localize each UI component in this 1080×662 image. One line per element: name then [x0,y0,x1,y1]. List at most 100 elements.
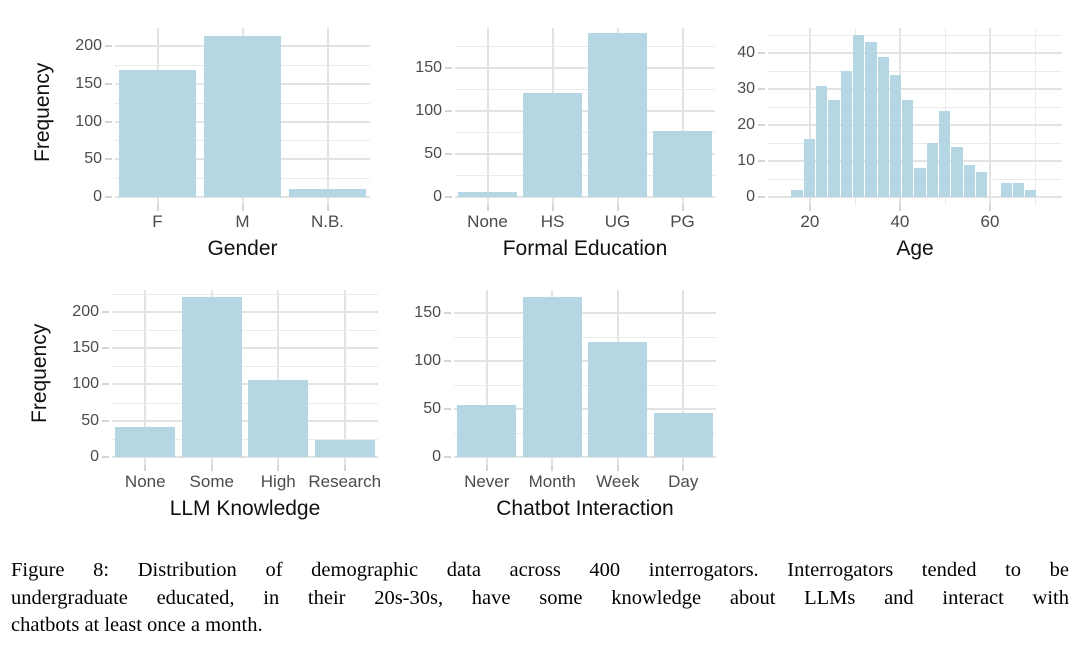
gridline-v-minor [1034,28,1036,205]
gridline-h-minor [768,107,1062,109]
gender-ytick-50: 50 [84,150,102,168]
age-bin-11 [926,143,939,197]
education-xtick-HS: HS [540,212,565,231]
age-ytick-10: 10 [737,152,755,170]
gridline-v [277,290,280,465]
gridline-h [454,312,716,315]
education-ytick-0: 0 [433,188,442,205]
gridline-h-minor [768,35,1062,37]
x-tick-mark [616,205,619,211]
gridline-v [343,290,346,465]
age-bin-0 [791,189,803,197]
age-xtick-60: 60 [980,212,1000,231]
x-tick-mark [616,465,619,471]
gridline-h-minor [768,143,1062,145]
chatbot-ytick-0: 0 [432,448,441,465]
llm-xtick-Some: Some [189,472,234,491]
y-tick-mark [102,456,109,458]
gridline-h [112,347,378,350]
llm-ytick-150: 150 [72,339,99,357]
chatbot-xtick-Never: Never [464,472,510,491]
gridline-v [681,28,684,205]
x-tick-mark [241,205,244,211]
y-tick-mark [444,312,451,315]
y-tick-mark [102,383,109,386]
gender-ytick-200: 200 [75,37,102,55]
chart-chatbot-interaction: 0 50 100 150 Never Month Week Day Chatbot Intera… [414,290,716,520]
llm-yaxis-title: Frequency [28,323,51,424]
y-tick-mark [445,152,452,155]
age-bin-3 [828,99,840,197]
gender-xtick-F: F [152,212,163,231]
chatbot-bar-Day [653,412,713,457]
chart-llm-knowledge: 0 50 100 150 200 None Some High Research LLM Know… [28,290,381,520]
gridline-h [768,196,1062,198]
y-tick-mark [105,82,112,85]
gridline-h [112,310,378,313]
llm-ytick-100: 100 [72,375,99,393]
age-bin-14 [963,164,975,197]
chatbot-xtick-Week: Week [596,472,640,491]
gender-ytick-0: 0 [93,188,102,205]
x-tick-mark [343,465,346,471]
y-tick-mark [105,120,112,123]
gridline-h [455,196,715,198]
age-bin-1 [803,139,816,197]
chatbot-xtick-Month: Month [528,472,576,491]
age-xaxis-title: Age [896,237,934,260]
gridline-h-minor [455,89,715,91]
age-bin-10 [914,168,926,197]
llm-ytick-200: 200 [72,302,99,320]
chart-age: 0 10 20 30 40 20 40 60 Age [737,28,1062,260]
age-bin-5 [852,35,865,197]
chatbot-bar-Week [588,341,648,457]
gender-bar-M [204,36,281,197]
gridline-h [112,419,378,422]
llm-bar-None [115,427,176,457]
chatbot-ytick-50: 50 [423,400,441,417]
education-bar-UG [588,33,647,197]
y-tick-mark [445,66,452,69]
education-xtick-PG: PG [670,212,695,231]
y-tick-mark [758,52,765,55]
gender-bar-F [119,70,196,197]
gridline-v [988,28,991,205]
gender-bar-N.B. [289,189,366,197]
y-tick-mark [102,419,109,422]
gridline-v [326,28,329,205]
age-bin-9 [902,99,914,197]
age-bin-7 [877,56,889,197]
age-bin-4 [840,71,852,197]
gridline-h-minor [768,71,1062,73]
llm-bar-Some [181,297,242,457]
x-tick-mark [988,205,991,211]
llm-xaxis-title: LLM Knowledge [169,497,321,520]
x-tick-mark [682,465,685,471]
gridline-h-minor [112,366,378,368]
age-bin-15 [975,171,988,197]
education-bar-HS [523,92,582,197]
education-xaxis-title: Formal Education [502,237,668,260]
gender-xtick-M: M [235,212,250,231]
figure-caption: Figure 8: Distribution of demographic da… [11,557,1069,640]
y-tick-mark [105,45,112,48]
x-tick-mark [326,205,329,211]
age-bin-6 [865,42,877,197]
gridline-h [455,152,715,155]
chatbot-bar-Month [522,296,582,457]
caption-line-2: undergraduate educated, in their 20s-30s… [11,586,1069,609]
age-bin-13 [951,146,963,197]
gridline-h [112,383,378,386]
gridline-h [454,408,716,410]
education-ytick-50: 50 [424,144,442,162]
x-tick-mark [681,205,684,211]
gridline-h-minor [455,132,715,134]
education-ytick-100: 100 [415,101,442,119]
y-tick-mark [758,196,765,198]
x-tick-mark [808,205,811,211]
gender-xtick-N.B.: N.B. [310,212,345,231]
y-tick-mark [758,124,765,127]
x-tick-mark [486,205,489,211]
x-tick-mark [156,205,159,211]
gridline-v [682,290,685,465]
